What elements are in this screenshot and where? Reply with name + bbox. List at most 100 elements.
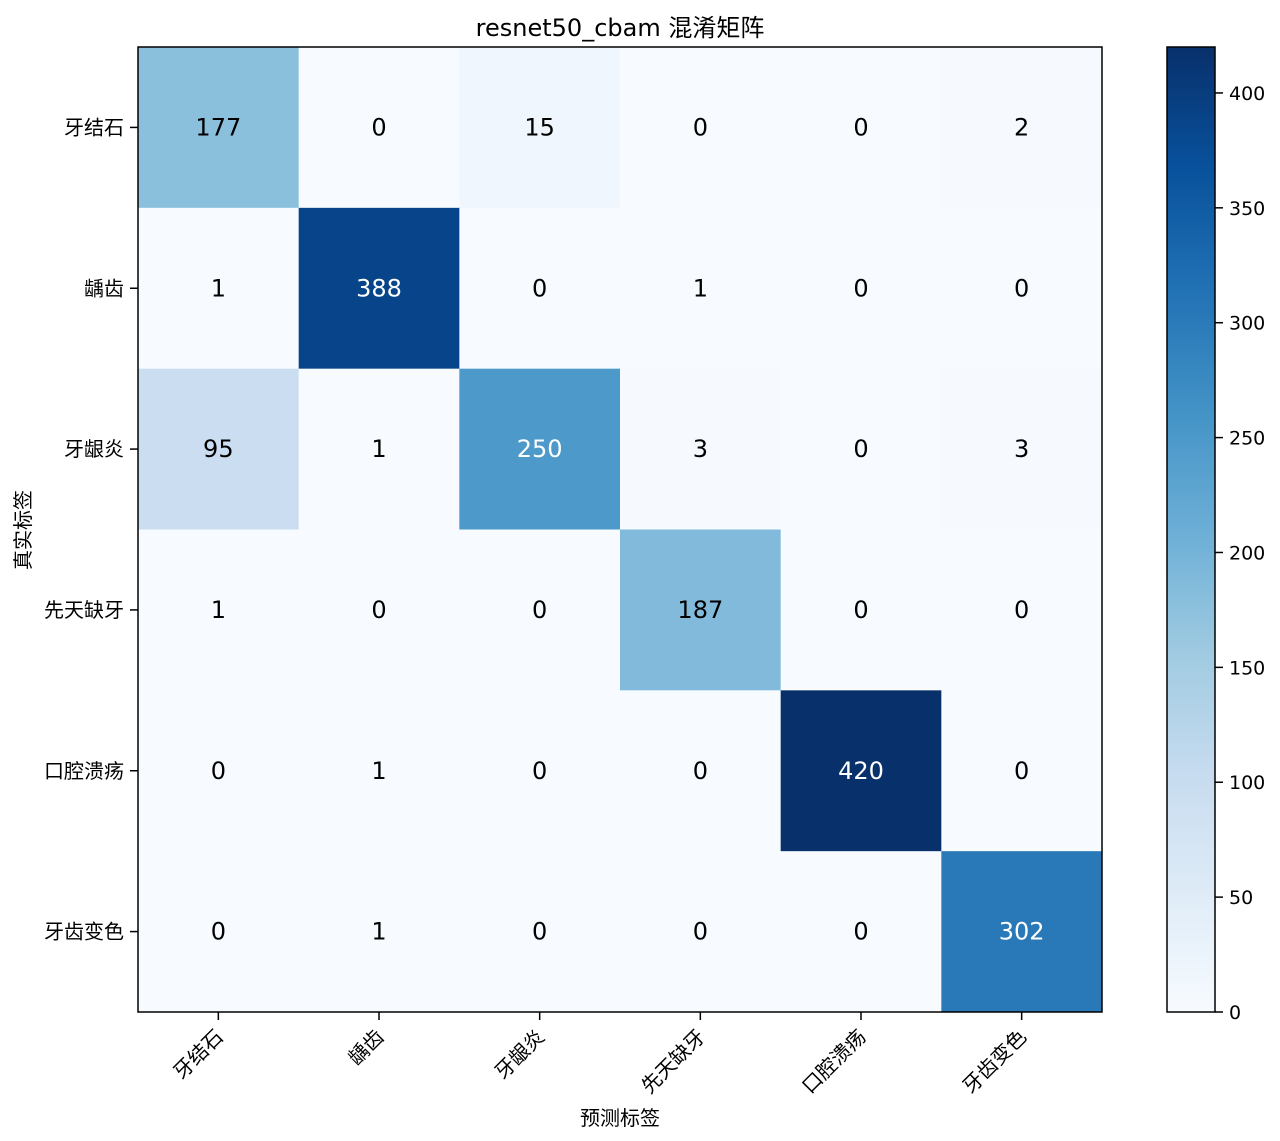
heatmap-cell xyxy=(138,47,300,209)
cell-value-label: 0 xyxy=(853,274,868,302)
cell-value-label: 0 xyxy=(1014,274,1029,302)
cell-value-label: 0 xyxy=(693,757,708,785)
cell-value-label: 2 xyxy=(1014,113,1029,141)
x-tick-label: 口腔溃疡 xyxy=(797,1025,871,1099)
cell-value-label: 3 xyxy=(693,435,708,463)
heatmap-cell xyxy=(459,529,621,691)
cell-value-label: 187 xyxy=(677,596,723,624)
cell-value-label: 0 xyxy=(853,113,868,141)
heatmap-cell xyxy=(138,690,300,852)
heatmap-cell xyxy=(941,851,1103,1013)
cell-value-label: 3 xyxy=(1014,435,1029,463)
cell-value-label: 1 xyxy=(693,274,708,302)
cell-value-label: 0 xyxy=(853,435,868,463)
cell-value-label: 0 xyxy=(211,757,226,785)
heatmap-cell xyxy=(780,368,942,530)
heatmap-cell xyxy=(941,690,1103,852)
heatmap-cell xyxy=(298,529,460,691)
cell-value-label: 0 xyxy=(1014,596,1029,624)
y-tick-label: 牙齿变色 xyxy=(44,920,124,944)
y-tick-label: 牙龈炎 xyxy=(64,437,124,461)
cell-value-label: 0 xyxy=(853,918,868,946)
y-tick-label: 牙结石 xyxy=(64,115,124,139)
heatmap-cell xyxy=(780,690,942,852)
heatmap-cell xyxy=(459,690,621,852)
heatmap-cells xyxy=(138,47,1103,1013)
cell-value-label: 250 xyxy=(517,435,563,463)
x-tick-label: 牙齿变色 xyxy=(958,1025,1032,1099)
chart-title: resnet50_cbam 混淆矩阵 xyxy=(476,14,765,42)
heatmap-cell xyxy=(620,529,782,691)
cell-value-label: 388 xyxy=(356,274,402,302)
cell-value-label: 1 xyxy=(211,274,226,302)
colorbar-tick-label: 400 xyxy=(1229,83,1265,105)
cell-value-label: 0 xyxy=(532,918,547,946)
x-tick-label: 龋齿 xyxy=(343,1025,388,1070)
heatmap-cell xyxy=(138,207,300,370)
heatmap-cell xyxy=(780,529,942,691)
cell-value-label: 0 xyxy=(532,274,547,302)
heatmap-cell xyxy=(298,690,460,852)
colorbar-tick-label: 50 xyxy=(1229,887,1253,909)
cell-value-label: 1 xyxy=(371,435,386,463)
x-axis-label: 预测标签 xyxy=(580,1106,660,1130)
cell-value-label: 0 xyxy=(532,596,547,624)
heatmap-cell xyxy=(941,368,1103,530)
cell-value-label: 95 xyxy=(203,435,234,463)
cell-value-label: 0 xyxy=(1014,757,1029,785)
heatmap-cell xyxy=(298,368,460,530)
x-tick-label: 牙龈炎 xyxy=(490,1025,549,1084)
cell-value-label: 302 xyxy=(999,918,1045,946)
cell-value-label: 0 xyxy=(371,113,386,141)
colorbar-ticks: 0 50 100 150 200 250 300 350 400 xyxy=(1215,83,1265,1024)
heatmap-cell xyxy=(298,851,460,1013)
cell-value-label: 0 xyxy=(532,757,547,785)
cell-value-label: 1 xyxy=(371,757,386,785)
colorbar-tick-label: 200 xyxy=(1229,542,1265,564)
cell-value-label: 15 xyxy=(524,113,555,141)
colorbar-tick-label: 300 xyxy=(1229,313,1265,335)
heatmap-cell xyxy=(459,851,621,1013)
y-axis-label: 真实标签 xyxy=(11,490,35,570)
heatmap-cell xyxy=(459,368,621,530)
y-tick-label: 先天缺牙 xyxy=(44,598,124,622)
heatmap-cell xyxy=(620,368,782,530)
x-tick-label: 先天缺牙 xyxy=(636,1025,710,1099)
cell-value-label: 0 xyxy=(853,596,868,624)
y-tick-label: 龋齿 xyxy=(84,276,124,300)
cell-value-label: 177 xyxy=(195,113,241,141)
heatmap-cell xyxy=(459,47,621,209)
heatmap-cell xyxy=(780,207,942,370)
cell-value-label: 0 xyxy=(211,918,226,946)
colorbar-tick-label: 250 xyxy=(1229,428,1265,450)
heatmap-cell xyxy=(941,207,1103,370)
x-axis-ticks: 牙结石 龋齿 牙龈炎 先天缺牙 口腔溃疡 牙齿变色 xyxy=(168,1012,1031,1098)
heatmap-cell xyxy=(620,851,782,1013)
heatmap-cell xyxy=(138,851,300,1013)
plot-frame xyxy=(137,46,1103,1013)
cell-value-label: 1 xyxy=(211,596,226,624)
cell-value-label: 0 xyxy=(371,596,386,624)
heatmap-cell xyxy=(620,47,782,209)
heatmap-cell xyxy=(298,207,460,370)
heatmap-cell xyxy=(941,529,1103,691)
heatmap-cell xyxy=(459,207,621,370)
x-tick-label: 牙结石 xyxy=(168,1025,227,1084)
y-tick-label: 口腔溃疡 xyxy=(44,759,124,783)
heatmap-cell xyxy=(138,368,300,530)
cell-value-label: 420 xyxy=(838,757,884,785)
colorbar-tick-label: 100 xyxy=(1229,772,1265,794)
heatmap-cell xyxy=(620,690,782,852)
heatmap-cell xyxy=(780,47,942,209)
colorbar-tick-label: 350 xyxy=(1229,198,1265,220)
cell-value-label: 0 xyxy=(693,113,708,141)
cell-value-label: 0 xyxy=(693,918,708,946)
heatmap-cell xyxy=(298,47,460,209)
cell-value-label: 1 xyxy=(371,918,386,946)
colorbar-tick-label: 0 xyxy=(1229,1002,1241,1024)
heatmap-cell xyxy=(941,47,1103,209)
cell-value-labels: 177 0 15 0 0 2 1 388 0 1 0 0 95 1 250 3 0 3 1 0 0 187 0 0 0 1 0 0 42… xyxy=(195,113,1044,945)
heatmap-cell xyxy=(780,851,942,1013)
